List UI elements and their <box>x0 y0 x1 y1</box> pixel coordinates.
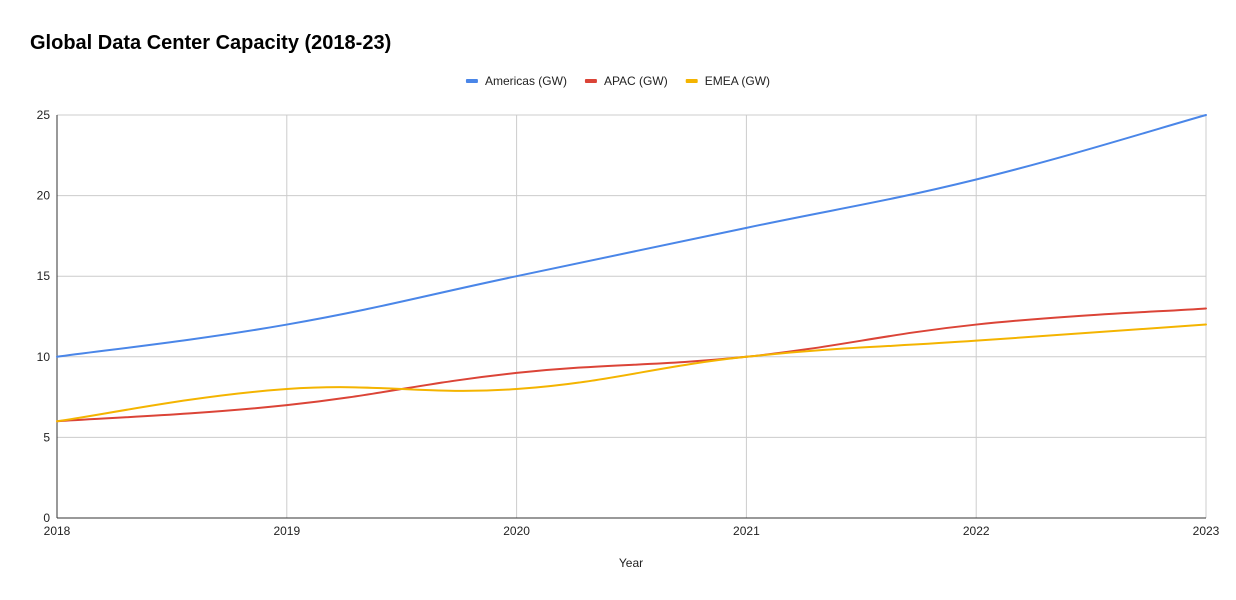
series-line-americas-gw <box>56 114 1207 358</box>
y-tick-label: 25 <box>37 108 51 122</box>
legend-item-emea-gw: EMEA (GW) <box>685 74 770 88</box>
chart-title: Global Data Center Capacity (2018-23) <box>30 32 391 54</box>
x-tick-label: 2021 <box>733 524 760 538</box>
legend-label: EMEA (GW) <box>705 74 770 88</box>
x-axis-label: Year <box>619 556 643 570</box>
y-tick-label: 20 <box>37 189 51 203</box>
legend-label: Americas (GW) <box>485 74 567 88</box>
x-tick-label: 2022 <box>963 524 990 538</box>
legend-item-apac-gw: APAC (GW) <box>584 74 668 88</box>
gridlines <box>57 114 1207 518</box>
y-tick-label: 10 <box>37 350 51 364</box>
series-lines <box>56 114 1207 423</box>
x-tick-label: 2023 <box>1193 524 1220 538</box>
tick-labels: 0 5 10 15 20 25 2018 2019 2020 2021 2022 2023 <box>37 108 1220 538</box>
x-tick-label: 2019 <box>273 524 300 538</box>
series-line-emea-gw <box>56 323 1207 423</box>
series-line-apac-gw <box>56 307 1207 423</box>
legend-item-americas-gw: Americas (GW) <box>465 74 567 88</box>
x-tick-label: 2020 <box>503 524 530 538</box>
legend-swatch <box>685 79 698 83</box>
legend-swatch <box>584 79 597 83</box>
axes <box>56 115 1206 519</box>
legend-swatch <box>465 79 478 83</box>
legend: Americas (GW) APAC (GW) EMEA (GW) <box>465 74 770 88</box>
x-tick-label: 2018 <box>44 524 71 538</box>
legend-label: APAC (GW) <box>604 74 668 88</box>
y-tick-label: 0 <box>43 511 50 525</box>
y-tick-label: 15 <box>37 269 51 283</box>
y-tick-label: 5 <box>43 430 50 444</box>
